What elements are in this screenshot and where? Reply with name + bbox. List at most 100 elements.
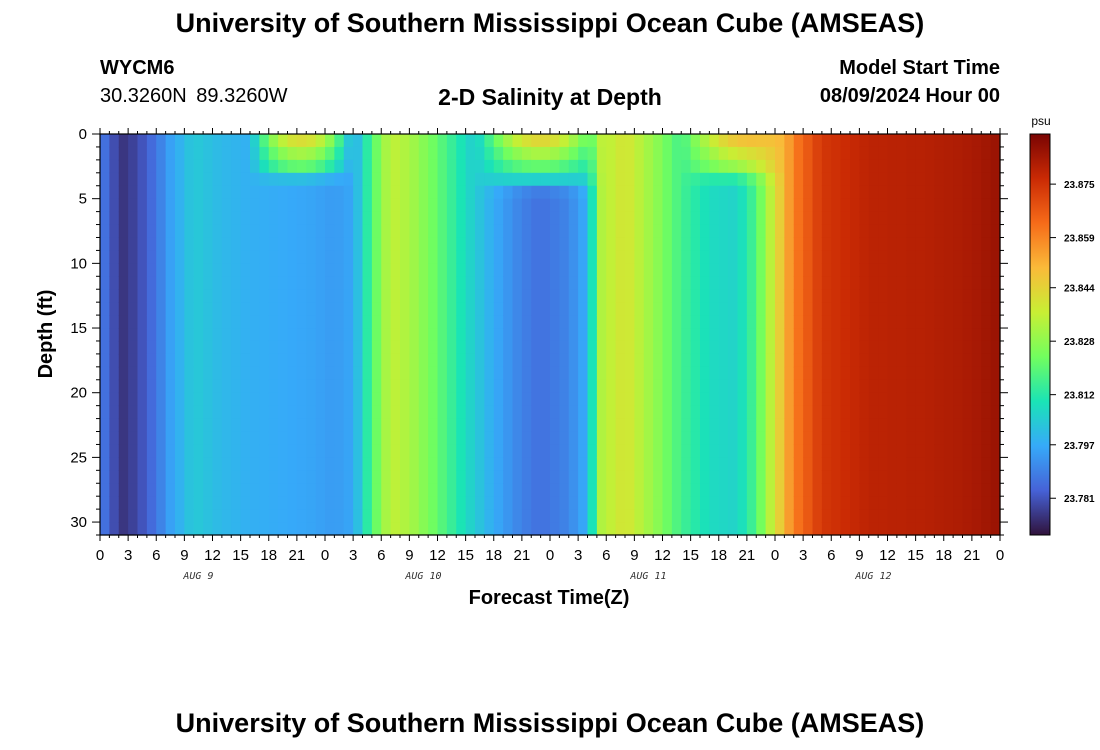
heatmap-cell: [859, 483, 870, 497]
heatmap-cell: [859, 302, 870, 316]
heatmap-cell: [428, 392, 439, 407]
heatmap-cell: [925, 328, 935, 342]
heatmap-cell: [521, 483, 532, 497]
heatmap-cell: [165, 483, 176, 497]
x-tick-label: 15: [682, 547, 699, 564]
heatmap-cell: [465, 315, 476, 329]
heatmap-cell: [381, 379, 392, 394]
heatmap-cell: [765, 185, 776, 200]
heatmap-cell: [634, 134, 645, 148]
heatmap-cell: [446, 418, 457, 433]
heatmap-cell: [681, 353, 692, 368]
heatmap-cell: [653, 418, 664, 433]
heatmap-cell: [250, 250, 260, 264]
heatmap-cell: [812, 496, 823, 510]
heatmap-cell: [128, 457, 139, 471]
heatmap-cell: [709, 418, 720, 433]
heatmap-cell: [428, 198, 439, 213]
heatmap-cell: [325, 224, 335, 239]
heatmap-cell: [100, 276, 110, 290]
heatmap-cell: [653, 289, 664, 303]
heatmap-cell: [690, 379, 701, 394]
heatmap-cell: [184, 457, 195, 471]
heatmap-cell: [165, 276, 176, 290]
x-tick-label: 3: [124, 547, 132, 564]
heatmap-cell: [334, 237, 345, 252]
heatmap-cell: [137, 224, 148, 239]
heatmap-cell: [212, 431, 223, 446]
heatmap-cell: [625, 263, 635, 277]
heatmap-cell: [868, 289, 879, 303]
heatmap-cell: [315, 431, 326, 446]
heatmap-cell: [428, 172, 439, 187]
heatmap-cell: [803, 379, 814, 394]
heatmap-cell: [278, 522, 289, 536]
heatmap-cell: [428, 405, 439, 420]
heatmap-cell: [334, 146, 345, 161]
heatmap-cell: [353, 457, 364, 471]
heatmap-cell: [137, 276, 148, 290]
heatmap-cell: [240, 392, 251, 407]
heatmap-cell: [109, 198, 120, 213]
heatmap-cell: [643, 379, 654, 394]
x-tick-label: 6: [827, 547, 835, 564]
heatmap-cell: [175, 198, 185, 213]
heatmap-cell: [746, 302, 757, 316]
heatmap-cell: [793, 172, 804, 187]
heatmap-cell: [446, 496, 457, 510]
heatmap-cell: [700, 366, 710, 381]
heatmap-cell: [409, 457, 420, 471]
heatmap-cell: [437, 263, 448, 277]
heatmap-cell: [240, 315, 251, 329]
heatmap-cell: [268, 263, 279, 277]
heatmap-cell: [831, 496, 842, 510]
heatmap-cell: [109, 483, 120, 497]
heatmap-cell: [512, 250, 523, 264]
heatmap-cell: [625, 496, 635, 510]
heatmap-cell: [371, 392, 382, 407]
colorbar: psu 23.78123.79723.81223.82823.84423.859…: [1029, 114, 1095, 536]
heatmap-cell: [296, 457, 307, 471]
heatmap-cell: [381, 366, 392, 381]
heatmap-cell: [625, 509, 635, 523]
heatmap-cell: [296, 392, 307, 407]
heatmap-cell: [962, 250, 973, 264]
heatmap-cell: [240, 250, 251, 264]
heatmap-cell: [287, 379, 298, 394]
heatmap-cell: [662, 237, 673, 252]
heatmap-cell: [793, 302, 804, 316]
heatmap-cell: [428, 444, 439, 458]
heatmap-cell: [718, 276, 729, 290]
heatmap-cell: [868, 457, 879, 471]
heatmap-cell: [521, 353, 532, 368]
heatmap-cell: [156, 263, 167, 277]
heatmap-cell: [756, 224, 767, 239]
heatmap-cell: [962, 379, 973, 394]
heatmap-cell: [681, 315, 692, 329]
heatmap-cell: [831, 340, 842, 355]
heatmap-cell: [512, 509, 523, 523]
heatmap-cell: [784, 315, 795, 329]
heatmap-cell: [953, 353, 964, 368]
heatmap-cell: [418, 198, 429, 213]
heatmap-cell: [371, 496, 382, 510]
heatmap-cell: [315, 522, 326, 536]
heatmap-cell: [428, 289, 439, 303]
heatmap-cell: [100, 146, 110, 161]
heatmap-cell: [934, 211, 945, 226]
heatmap-cell: [943, 302, 954, 316]
heatmap-cell: [343, 328, 354, 342]
heatmap-cell: [943, 418, 954, 433]
heatmap-cell: [568, 392, 579, 407]
heatmap-cell: [671, 405, 682, 420]
heatmap-cell: [915, 185, 926, 200]
heatmap-cell: [671, 509, 682, 523]
heatmap-cell: [325, 366, 335, 381]
heatmap-cell: [859, 496, 870, 510]
heatmap-cell: [371, 328, 382, 342]
heatmap-cell: [784, 211, 795, 226]
heatmap-cell: [381, 211, 392, 226]
heatmap-cell: [981, 366, 992, 381]
heatmap-cell: [128, 146, 139, 161]
heatmap-cell: [868, 483, 879, 497]
